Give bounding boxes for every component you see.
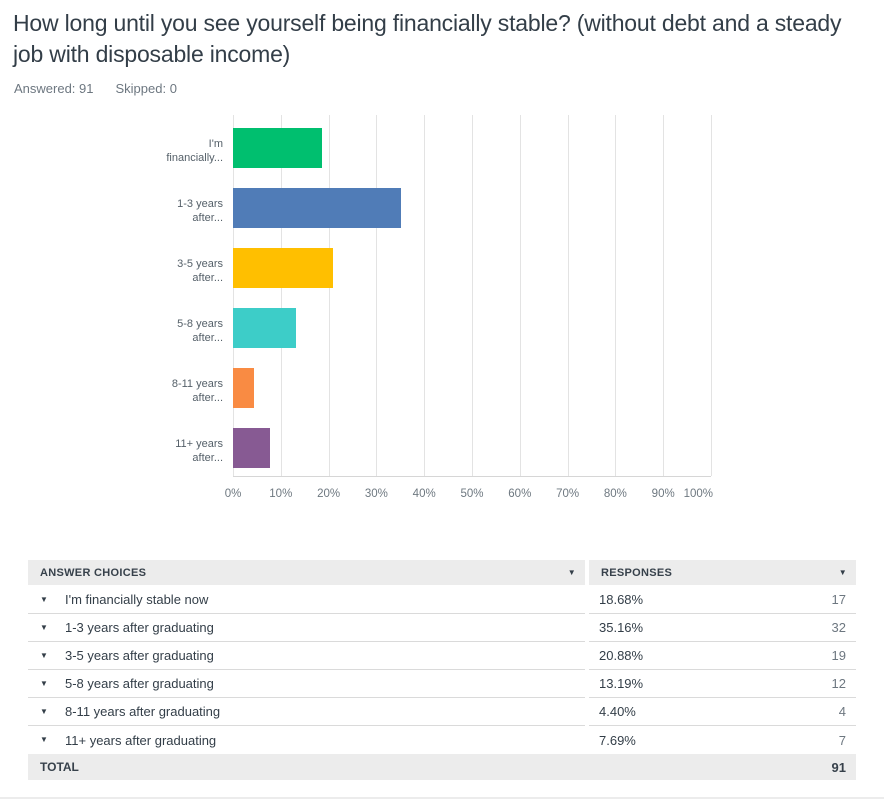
x-axis-tick-label: 40%	[412, 488, 436, 500]
answered-count: Answered: 91	[14, 81, 94, 96]
chart-plot-area	[233, 115, 712, 477]
x-axis-tick-label: 90%	[651, 488, 675, 500]
answer-choice-label: 3-5 years after graduating	[65, 648, 214, 663]
column-header-answer-choices[interactable]: ANSWER CHOICES ▼	[28, 560, 585, 585]
answer-choice-label: 1-3 years after graduating	[65, 620, 214, 635]
table-row: ▼ 3-5 years after graduating 20.88% 19	[28, 642, 856, 670]
table-row: ▼ 5-8 years after graduating 13.19% 12	[28, 670, 856, 698]
expand-caret-icon[interactable]: ▼	[40, 735, 48, 744]
response-count: 17	[831, 592, 846, 607]
skipped-count: Skipped: 0	[115, 81, 177, 96]
expand-caret-icon[interactable]: ▼	[40, 706, 48, 716]
gridline	[615, 115, 617, 476]
page-bottom-divider	[0, 797, 884, 799]
x-axis-tick-label: 70%	[556, 488, 580, 500]
category-label-3-5-years: 3-5 years after...	[177, 258, 223, 284]
response-percent: 18.68%	[599, 592, 644, 607]
category-label-11-plus-years: 11+ years after...	[175, 438, 223, 464]
total-row: TOTAL 91	[28, 754, 856, 780]
category-label-financially-stable: I'm financially...	[166, 138, 223, 164]
gridline	[424, 115, 426, 476]
x-axis-tick-label: 80%	[603, 488, 627, 500]
expand-caret-icon[interactable]: ▼	[40, 650, 48, 660]
response-percent: 35.16%	[599, 620, 644, 635]
bar-8-11-years	[233, 368, 254, 408]
survey-results-bar-chart: I'm financially... 1-3 years after... 3-5 …	[0, 108, 884, 510]
response-count: 19	[831, 648, 846, 663]
table-row: ▼ 11+ years after graduating 7.69% 7	[28, 726, 856, 754]
results-table: ANSWER CHOICES ▼ RESPONSES ▼ ▼ I'm finan…	[28, 560, 856, 780]
gridline	[280, 115, 282, 476]
response-percent: 13.19%	[599, 676, 644, 691]
x-axis-tick-label: 30%	[364, 488, 388, 500]
total-count: 91	[831, 759, 846, 775]
x-axis-tick-label: 0%	[224, 488, 242, 500]
responses-header-label: RESPONSES	[601, 566, 673, 579]
bar-1-3-years	[233, 188, 402, 228]
bar-financially-stable	[233, 128, 323, 168]
table-row: ▼ I'm financially stable now 18.68% 17	[28, 586, 856, 614]
category-label-1-3-years: 1-3 years after...	[177, 198, 223, 224]
table-row: ▼ 8-11 years after graduating 4.40% 4	[28, 698, 856, 726]
gridline	[472, 115, 473, 476]
gridline	[711, 115, 712, 476]
table-body: ▼ I'm financially stable now 18.68% 17 ▼…	[28, 586, 856, 754]
bar-11-plus-years	[233, 428, 270, 468]
category-label-5-8-years: 5-8 years after...	[177, 318, 223, 344]
response-percent: 20.88%	[599, 648, 644, 663]
answer-choice-label: 11+ years after graduating	[65, 732, 217, 748]
table-header-row: ANSWER CHOICES ▼ RESPONSES ▼	[28, 560, 856, 585]
category-label-8-11-years: 8-11 years after...	[171, 378, 223, 404]
x-axis-tick-label: 60%	[508, 488, 532, 500]
response-count: 7	[838, 732, 846, 748]
sort-caret-icon[interactable]: ▼	[838, 567, 847, 577]
answer-choice-label: I'm financially stable now	[65, 592, 209, 607]
gridline	[328, 115, 330, 476]
page-title: How long until you see yourself being fi…	[13, 10, 842, 67]
total-label: TOTAL	[40, 760, 79, 774]
gridline	[376, 115, 378, 476]
response-percent: 7.69%	[599, 732, 636, 748]
x-axis-tick-label: 100%	[683, 488, 713, 500]
x-axis-tick-label: 50%	[460, 488, 484, 500]
sort-caret-icon[interactable]: ▼	[567, 567, 576, 577]
expand-caret-icon[interactable]: ▼	[40, 678, 48, 688]
table-row: ▼ 1-3 years after graduating 35.16% 32	[28, 614, 856, 642]
gridline	[663, 115, 665, 476]
answer-choice-label: 8-11 years after graduating	[65, 704, 221, 719]
response-count: 32	[831, 620, 846, 635]
bar-5-8-years	[233, 308, 296, 348]
expand-caret-icon[interactable]: ▼	[40, 594, 48, 604]
gridline	[233, 115, 234, 476]
response-count: 4	[838, 704, 846, 719]
gridline	[567, 115, 569, 476]
gridline	[519, 115, 521, 476]
expand-caret-icon[interactable]: ▼	[40, 622, 48, 632]
response-percent: 4.40%	[599, 704, 636, 719]
answer-choices-header-label: ANSWER CHOICES	[40, 566, 147, 579]
answer-choice-label: 5-8 years after graduating	[65, 676, 214, 691]
response-count: 12	[831, 676, 846, 691]
bar-3-5-years	[233, 248, 333, 288]
column-header-responses[interactable]: RESPONSES ▼	[589, 560, 856, 585]
x-axis-tick-label: 10%	[269, 488, 293, 500]
response-stats: Answered: 91 Skipped: 0	[14, 81, 199, 96]
x-axis-tick-label: 20%	[317, 488, 341, 500]
